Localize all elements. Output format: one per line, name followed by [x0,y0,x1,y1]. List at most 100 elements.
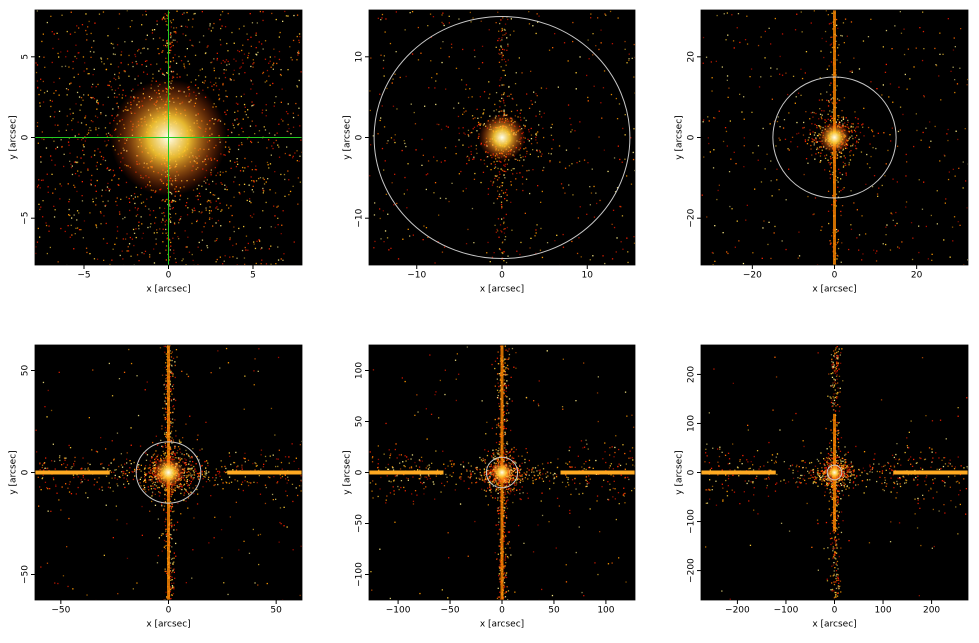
photon [83,94,84,95]
photon [256,169,257,170]
photon [117,231,118,232]
photon [182,437,183,438]
photon [463,127,464,128]
photon [944,154,945,155]
photon [490,169,491,170]
photon [838,248,839,249]
photon [145,39,146,40]
photon [173,529,174,530]
photon [386,194,387,195]
photon [130,427,131,428]
photon [469,88,470,89]
photon [281,258,282,259]
photon [611,94,612,95]
photon [150,473,151,474]
photon [107,136,108,137]
photon [532,104,533,105]
photon [170,32,171,33]
photon [169,66,170,67]
photon [529,23,530,24]
photon [161,455,162,456]
photon [802,31,803,32]
photon [411,104,412,105]
photon [494,168,495,169]
photon [177,77,178,78]
photon [238,489,239,490]
photon [225,114,226,115]
photon [215,222,216,223]
photon [421,139,422,140]
photon [191,481,192,482]
photon [936,65,937,66]
photon [725,39,726,40]
photon [537,13,538,14]
photon [392,182,393,183]
photon [115,54,116,55]
photon [851,126,852,127]
photon [815,113,816,114]
photon [796,14,797,15]
photon [158,53,159,54]
photon [848,249,849,250]
photon [215,183,216,184]
photon [922,12,923,13]
photon [175,213,176,214]
photon [281,233,282,234]
photon [136,237,137,238]
photon [604,263,605,264]
photon [858,250,859,251]
photon [593,186,594,187]
photon [82,24,83,25]
photon [116,205,117,206]
photon [133,245,134,246]
photon [459,133,460,134]
photon [106,476,107,477]
photon [105,127,106,128]
x-tick-label: 20 [911,271,923,281]
photon [170,61,171,62]
photon [406,207,407,208]
photon [507,164,508,165]
photon [805,72,806,73]
photon [945,198,946,199]
photon [157,24,158,25]
photon [120,199,121,200]
photon [852,138,853,139]
photon [57,125,58,126]
photon [844,187,845,188]
photon [180,460,181,461]
photon [462,49,463,50]
photon [195,485,196,486]
photon [38,204,39,205]
photon [165,408,166,409]
photon [236,243,237,244]
photon [529,131,530,132]
photon [258,239,259,240]
photon [163,40,164,41]
photon [76,162,77,163]
y-axis-label: y [arcsec] [9,115,19,159]
photon [719,185,720,186]
photon [105,205,106,206]
photon [515,178,516,179]
photon [166,353,167,354]
photon [124,487,125,488]
photon [506,50,507,51]
photon [703,37,704,38]
photon [214,68,215,69]
photon [264,126,265,127]
photon [565,168,566,169]
photon [165,427,166,428]
photon [901,241,902,242]
photon [165,305,166,306]
photon [453,108,454,109]
photon [877,193,878,194]
photon [250,482,251,483]
photon [519,172,520,173]
photon [505,171,506,172]
photon [893,220,894,221]
photon [145,482,146,483]
photon [287,482,288,483]
photon [537,131,538,132]
photon [185,501,186,502]
